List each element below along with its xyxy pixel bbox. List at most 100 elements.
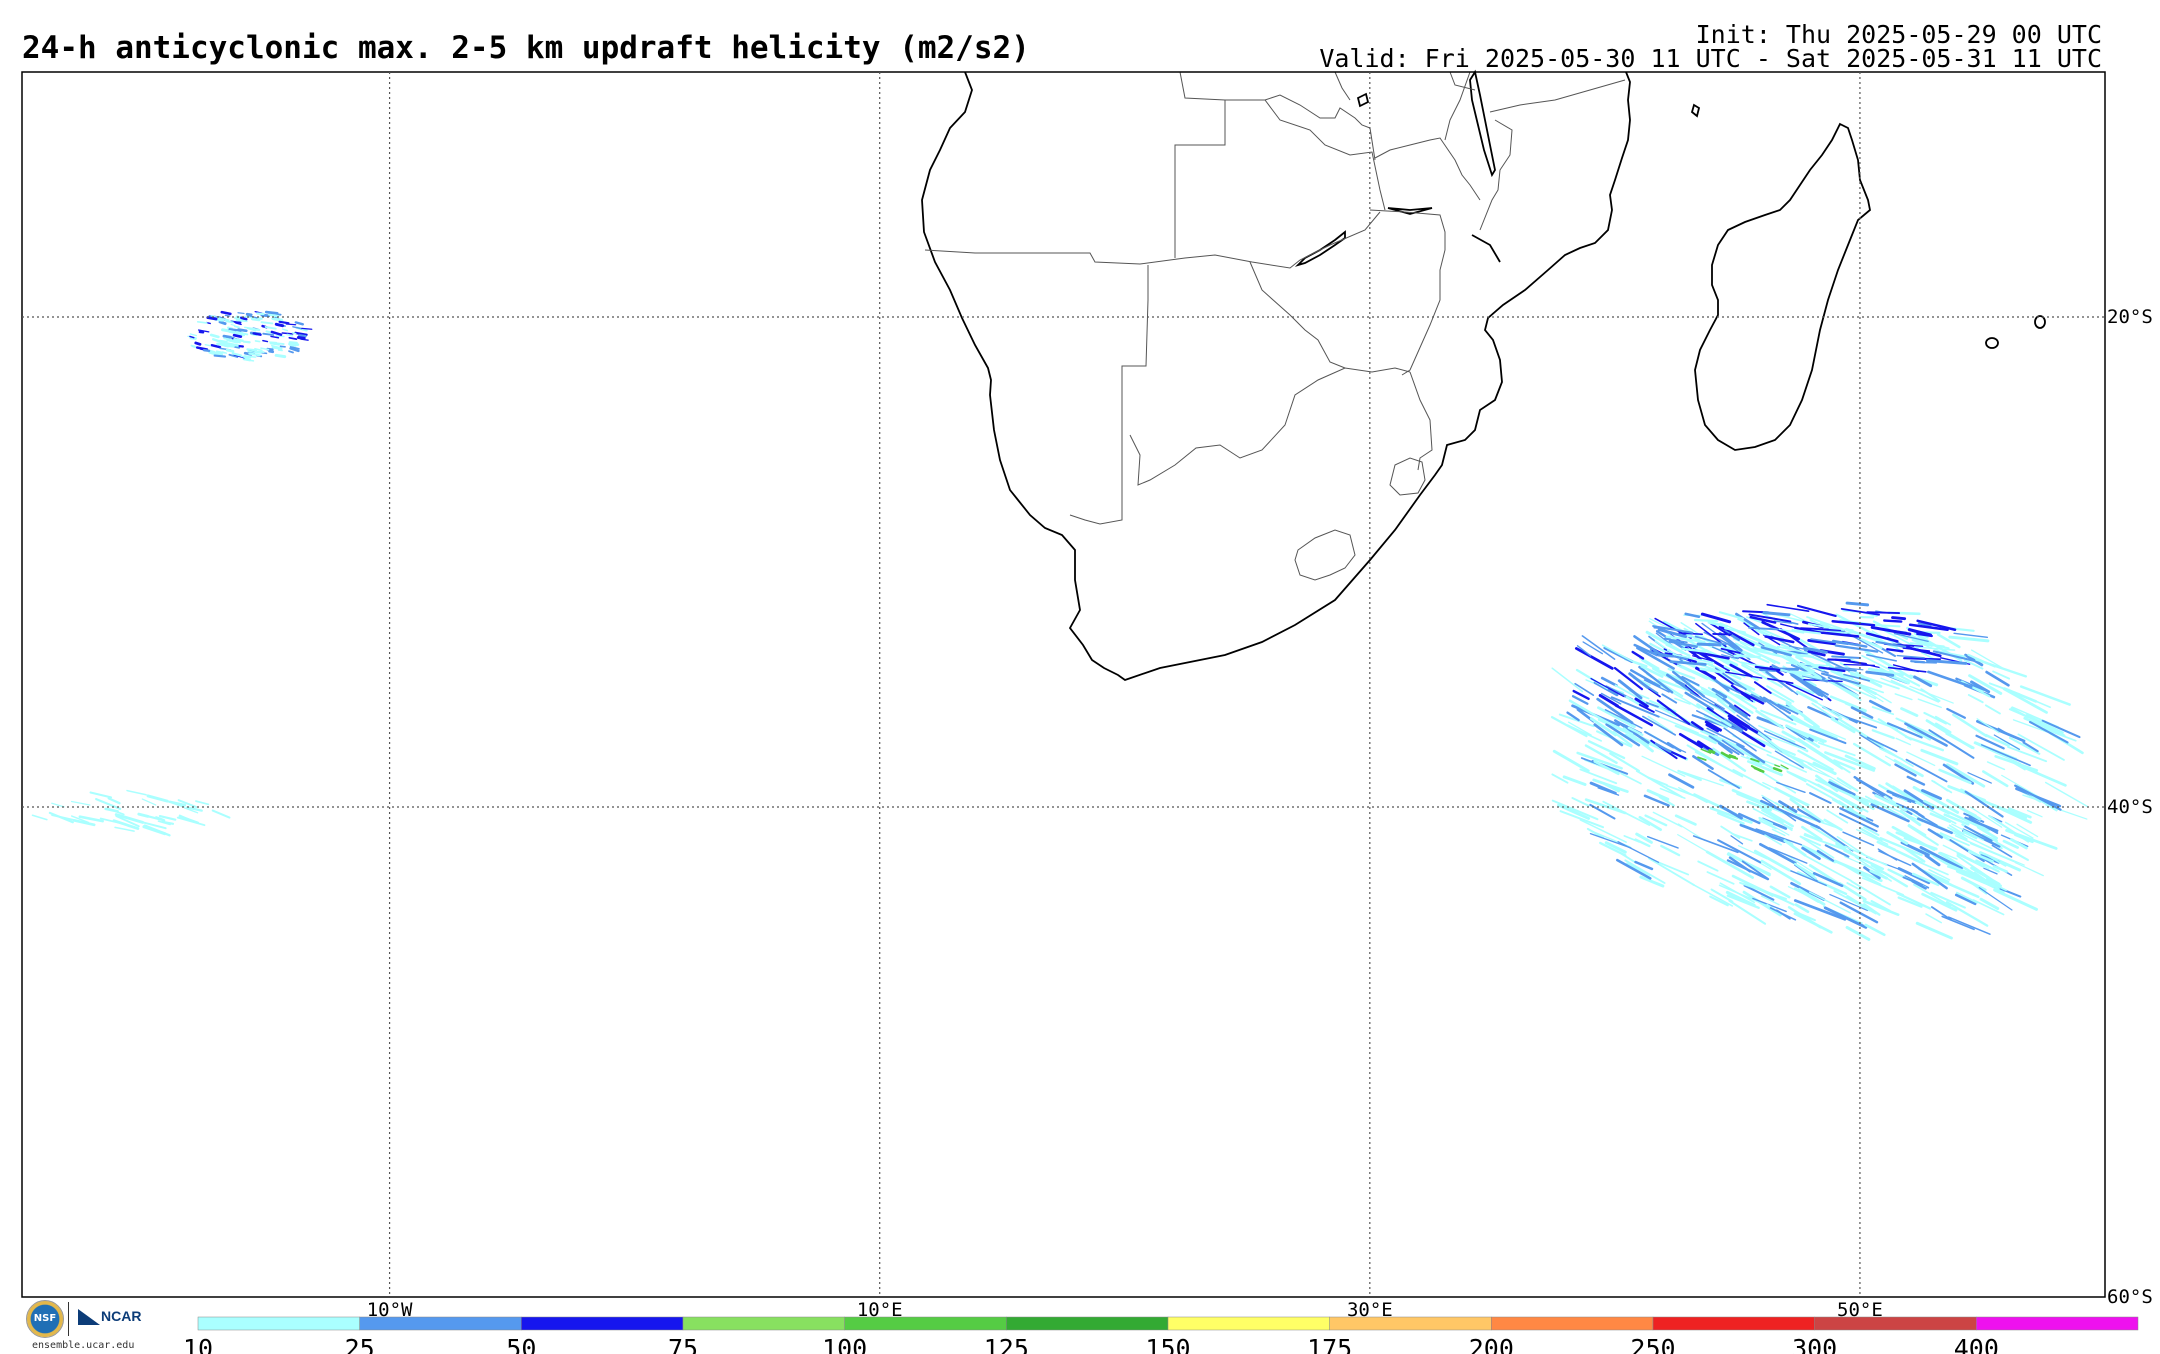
helicity-streak xyxy=(1652,625,1694,634)
helicity-streak xyxy=(1930,891,1966,909)
helicity-streak xyxy=(1896,654,1925,659)
helicity-streak xyxy=(1865,670,1895,677)
helicity-streak xyxy=(240,355,250,359)
border-zambia-malawi xyxy=(1374,137,1481,201)
valid-time: Valid: Fri 2025-05-30 11 UTC - Sat 2025-… xyxy=(1319,44,2102,73)
colorbar-swatch xyxy=(1167,1316,1330,1331)
helicity-streak xyxy=(1824,678,1859,697)
helicity-streak xyxy=(1895,802,1919,814)
helicity-streak xyxy=(296,336,306,340)
helicity-streak xyxy=(1897,867,1931,885)
helicity-streak xyxy=(2026,809,2043,818)
helicity-streak xyxy=(1762,611,1791,617)
helicity-streak xyxy=(1893,759,1924,778)
helicity-streak xyxy=(252,328,261,332)
helicity-streak xyxy=(1894,763,1917,777)
helicity-streak xyxy=(1866,736,1898,753)
helicity-streak xyxy=(1937,852,1957,865)
helicity-streak xyxy=(1707,769,1740,789)
helicity-streak xyxy=(1602,719,1634,735)
helicity-streak xyxy=(1881,746,1914,767)
helicity-streak xyxy=(1796,604,1837,617)
helicity-streak xyxy=(1850,880,1891,906)
helicity-streak xyxy=(1840,608,1880,616)
helicity-streak xyxy=(1589,803,1616,820)
helicity-streak xyxy=(2010,760,2026,771)
helicity-streak xyxy=(1750,757,1760,763)
helicity-streak xyxy=(1913,675,1933,688)
helicity-streak xyxy=(268,350,275,354)
helicity-streak xyxy=(1741,860,1770,881)
helicity-streak xyxy=(1824,844,1850,858)
helicity-streak xyxy=(1964,790,2004,818)
helicity-streak xyxy=(73,819,96,827)
helicity-streak xyxy=(1868,699,1892,713)
helicity-streak xyxy=(1849,794,1875,811)
helicity-streak xyxy=(1727,852,1771,877)
helicity-streak xyxy=(1733,654,1761,659)
helicity-streak xyxy=(294,331,308,337)
helicity-streak xyxy=(262,339,269,343)
helicity-streak xyxy=(1707,621,1729,628)
helicity-streak xyxy=(1696,642,1722,647)
helicity-streak xyxy=(1886,722,1923,739)
helicity-streak xyxy=(254,351,262,354)
helicity-streak xyxy=(1694,635,1727,646)
helicity-streak xyxy=(1807,639,1836,646)
helicity-streak xyxy=(1895,717,1945,741)
helicity-streak xyxy=(1764,645,1804,658)
helicity-streak xyxy=(1718,631,1743,652)
helicity-streak xyxy=(1715,693,1732,705)
helicity-streak xyxy=(1867,667,1904,677)
helicity-streak xyxy=(1973,742,2022,765)
helicity-streak xyxy=(1984,733,2010,747)
helicity-streak xyxy=(1788,754,1836,775)
helicity-streak xyxy=(1584,798,1627,815)
helicity-streak xyxy=(1601,644,1635,663)
helicity-streak xyxy=(233,337,244,343)
helicity-streak xyxy=(1700,612,1732,624)
helicity-streak xyxy=(1983,867,1998,875)
helicity-streak xyxy=(1749,615,1777,624)
helicity-streak xyxy=(1551,773,1569,784)
helicity-streak xyxy=(1817,742,1856,757)
colorbar-label: 50 xyxy=(506,1334,536,1354)
colorbar-label: 75 xyxy=(668,1334,698,1354)
helicity-streak xyxy=(145,814,166,822)
helicity-streak xyxy=(1879,837,1923,857)
helicity-streak xyxy=(1921,789,1943,800)
helicity-streak xyxy=(1992,670,2011,680)
helicity-swaths xyxy=(31,310,2088,941)
helicity-streak xyxy=(1635,832,1653,844)
colorbar-label: 10 xyxy=(183,1334,213,1354)
helicity-streak xyxy=(1649,618,1669,629)
helicity-streak xyxy=(1864,923,1886,937)
helicity-streak xyxy=(281,332,294,335)
helicity-streak xyxy=(1986,761,2006,771)
helicity-streak xyxy=(1709,806,1753,824)
helicity-streak xyxy=(31,814,48,821)
helicity-streak xyxy=(1839,901,1879,924)
helicity-streak xyxy=(1780,643,1831,665)
helicity-streak xyxy=(1967,693,1984,704)
helicity-streak xyxy=(1802,681,1824,698)
helicity-streak xyxy=(1720,825,1741,840)
helicity-streak xyxy=(1645,630,1685,654)
helicity-streak xyxy=(1724,630,1741,641)
helicity-streak xyxy=(1810,825,1847,849)
init-time: Init: Thu 2025-05-29 00 UTC xyxy=(1695,20,2102,49)
helicity-streak xyxy=(289,344,297,347)
helicity-streak xyxy=(1921,892,1958,912)
helicity-streak xyxy=(1576,645,1592,657)
helicity-streak xyxy=(218,339,228,344)
helicity-streak xyxy=(2007,807,2032,819)
helicity-streak xyxy=(1780,668,1823,680)
helicity-streak xyxy=(1727,714,1759,734)
helicity-streak xyxy=(48,811,74,824)
logo-url: ensemble.ucar.edu xyxy=(32,1340,135,1351)
helicity-streak xyxy=(1631,650,1645,660)
helicity-streak xyxy=(1786,771,1807,783)
helicity-streak xyxy=(1899,809,1922,827)
helicity-streak xyxy=(278,320,290,325)
helicity-streak xyxy=(1920,748,1959,766)
